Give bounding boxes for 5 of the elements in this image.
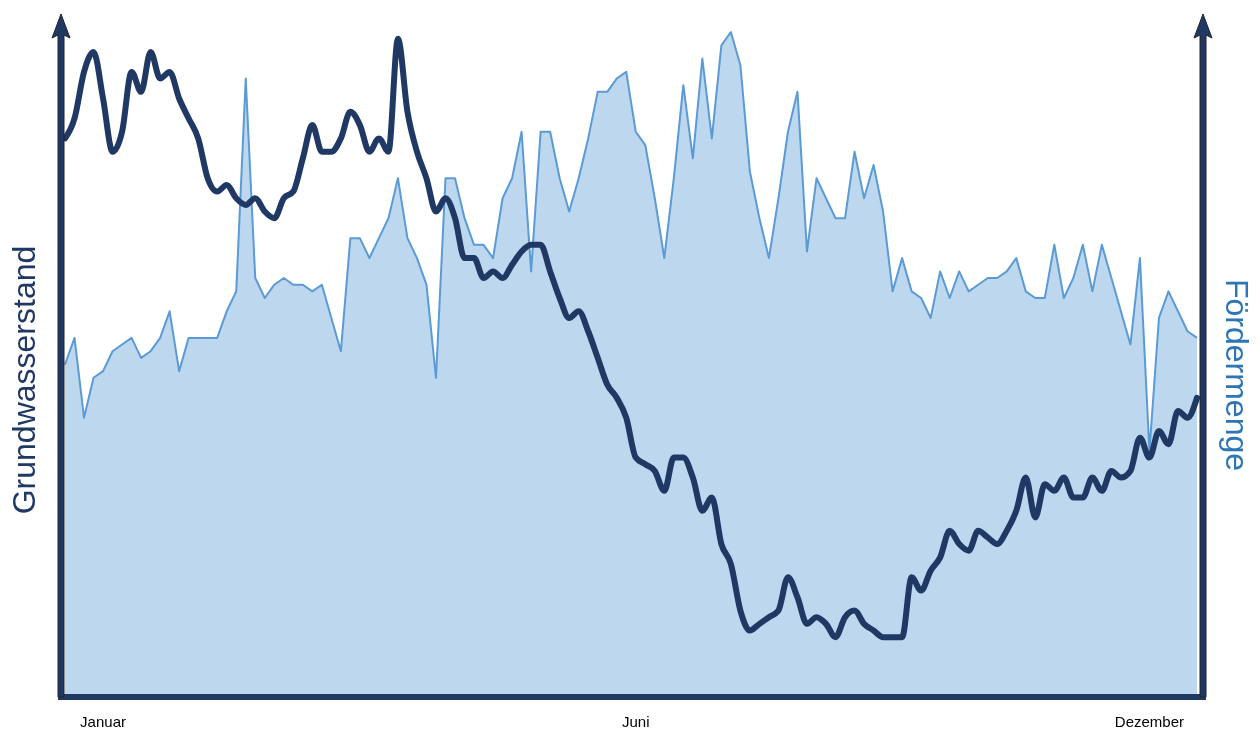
x-tick-label: Dezember — [1114, 713, 1185, 730]
y-axis-title: Grundwasserstand — [6, 245, 42, 515]
x-tick-label: Januar — [80, 713, 126, 730]
x-tick-label: Juni — [621, 713, 650, 730]
y2-axis-title: Fördermenge — [1219, 278, 1255, 472]
